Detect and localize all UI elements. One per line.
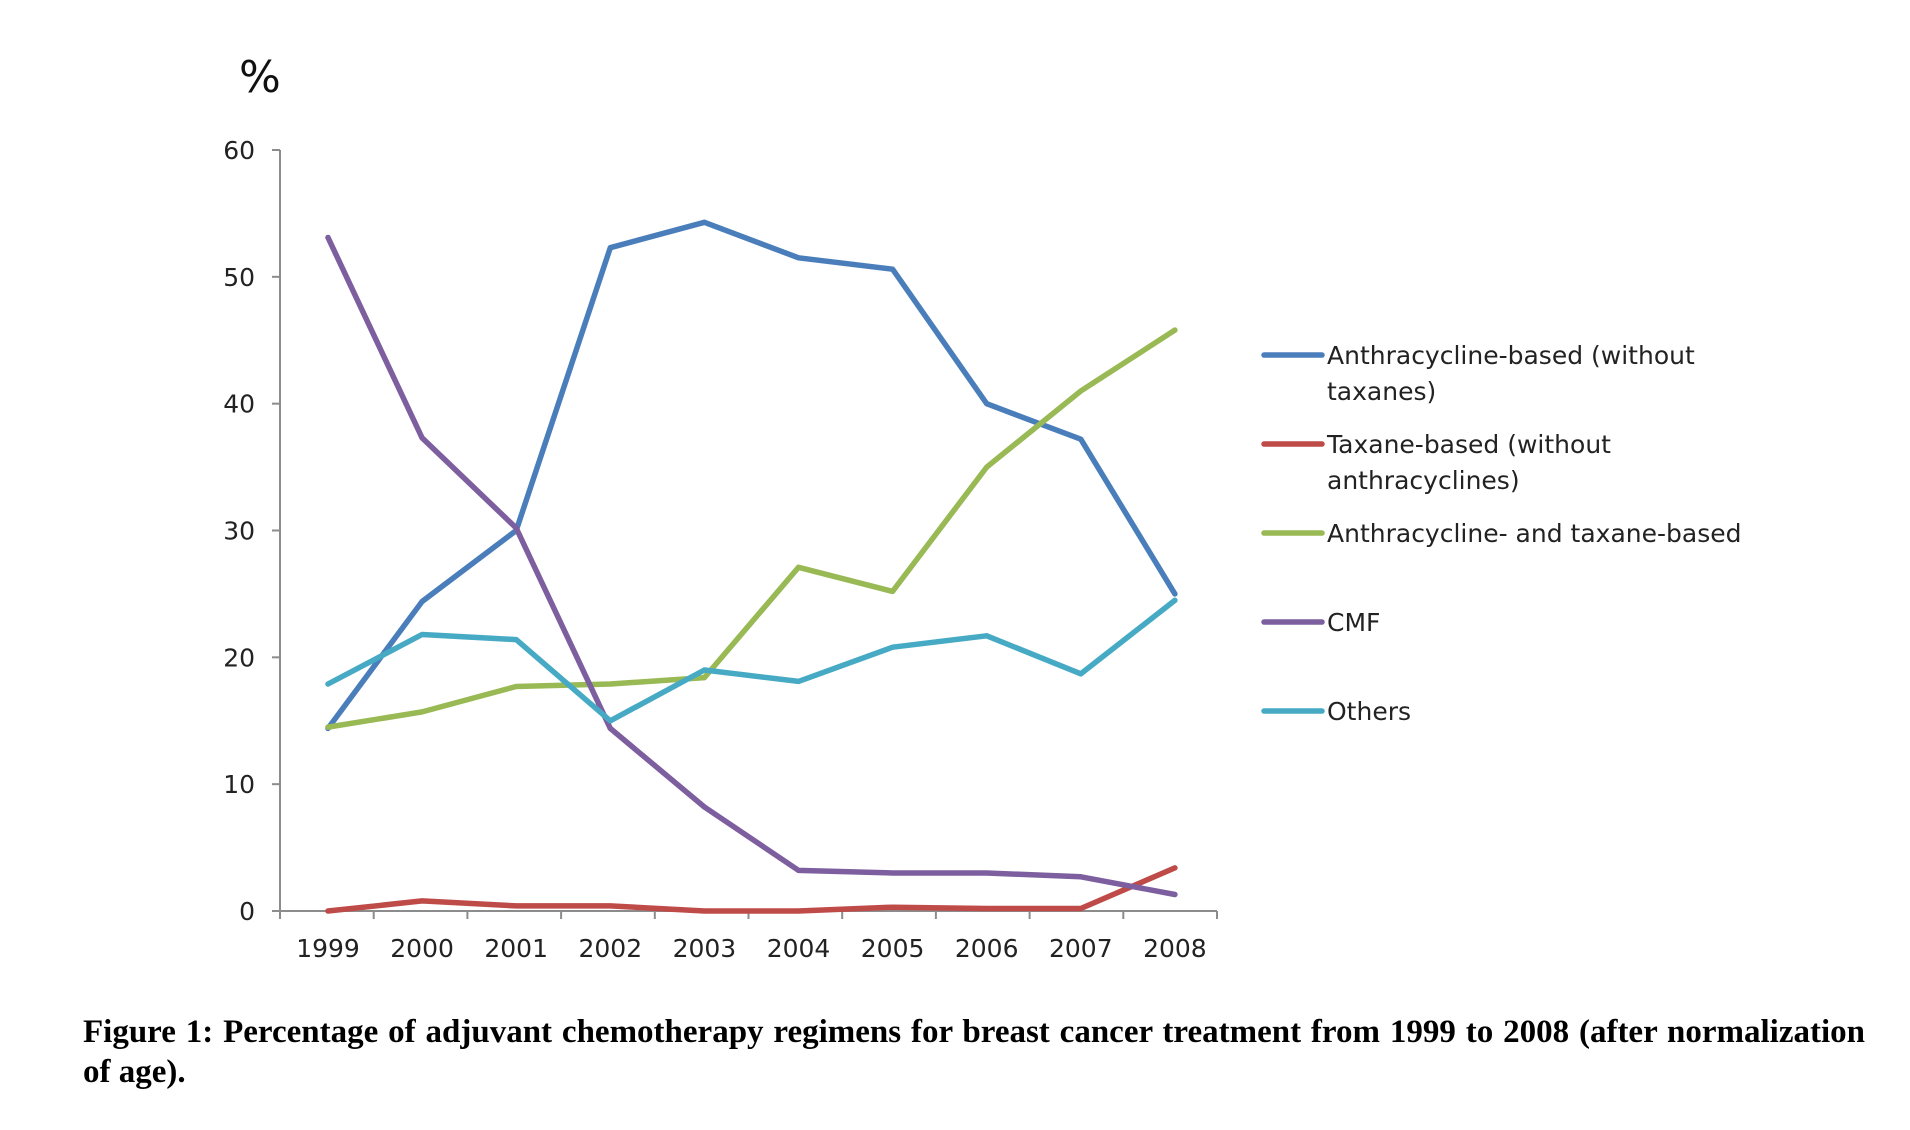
y-tick-label: 20 [223,643,255,672]
series-line-4 [325,234,1178,898]
data-point [795,867,802,874]
chart-series-lines [325,219,1178,914]
y-tick-label: 60 [223,136,255,165]
data-point [607,718,613,724]
data-point [984,633,990,639]
data-point [984,401,990,407]
data-point [701,675,708,681]
legend-label-line: taxanes) [1327,377,1436,406]
data-point [325,681,331,687]
y-tick-label: 50 [223,263,255,292]
data-point [419,435,425,441]
y-tick-label: 0 [239,897,255,926]
data-point [1172,865,1178,871]
data-point [325,234,331,241]
x-tick-label: 2003 [673,934,737,963]
y-tick-label: 30 [223,517,255,546]
legend-label-4: CMF [1327,608,1380,637]
data-point [607,903,613,909]
data-point [419,598,425,605]
data-point [1078,388,1084,394]
legend-label-2: Taxane-based (without anthracyclines) [1326,430,1611,495]
legend-label-line: CMF [1327,608,1380,637]
x-tick-label: 2008 [1143,934,1207,963]
y-tick-label: 10 [223,770,255,799]
data-point [795,255,802,261]
series-line-1 [325,219,1178,732]
x-tick-label: 1999 [296,934,360,963]
series-line-5 [325,597,1178,724]
legend-label-line: Anthracycline- and taxane-based [1327,519,1742,548]
data-point [419,631,425,638]
x-tick-label: 2004 [767,934,831,963]
data-point [890,644,896,650]
data-point [1078,905,1084,912]
chart-legend: Anthracycline-based (without taxanes) Taxa… [1261,341,1742,726]
data-point [984,464,990,470]
legend-label-5: Others [1327,697,1411,726]
x-tick-label: 2007 [1049,934,1113,963]
data-point [701,804,708,810]
y-tick-label: 40 [223,390,255,419]
data-point [419,709,425,715]
data-point [1172,327,1178,333]
legend-label-line: Anthracycline-based (without [1327,341,1695,370]
data-point [795,564,802,570]
figure-caption: Figure 1: Percentage of adjuvant chemoth… [83,1014,1865,1090]
data-point [1172,891,1178,898]
data-point [513,525,519,531]
x-tick-label: 2005 [861,934,925,963]
data-point [1078,874,1084,880]
data-point [795,908,802,914]
data-point [1172,591,1178,597]
data-point [325,908,331,914]
data-point [513,903,519,909]
data-point [701,667,708,673]
x-tick-label: 2006 [955,934,1019,963]
line-chart: % 0 10 20 30 40 50 60 1999 2000 2001 2002 2003 2004 2… [223,52,1742,963]
data-point [701,908,708,914]
data-point [1172,597,1178,603]
x-tick-label: 2000 [390,934,454,963]
chart-axes: 0 10 20 30 40 50 60 1999 2000 2001 2002 2003 2004 200… [223,136,1218,963]
legend-label-1: Anthracycline-based (without taxanes) [1327,341,1695,406]
legend-label-line: Others [1327,697,1411,726]
x-tick-label: 2002 [578,934,642,963]
data-point [984,870,990,876]
data-point [890,266,896,272]
legend-label-line: Taxane-based (without [1326,430,1611,459]
data-point [607,725,613,731]
legend-label-3: Anthracycline- and taxane-based [1327,519,1742,548]
series-line-2 [325,865,1178,914]
series-line-3 [325,327,1178,730]
data-point [419,898,425,904]
data-point [890,588,896,594]
data-point [513,683,519,690]
x-tick-label: 2001 [484,934,548,963]
data-point [607,681,613,687]
data-point [325,724,331,730]
data-point [1078,436,1084,442]
data-point [607,245,613,251]
y-axis-unit-label: % [239,52,281,103]
data-point [890,904,896,910]
data-point [513,636,519,643]
data-point [795,678,802,685]
data-point [984,905,990,912]
data-point [1078,671,1084,677]
data-point [890,870,896,876]
legend-label-line: anthracyclines) [1327,466,1520,495]
data-point [701,219,708,225]
